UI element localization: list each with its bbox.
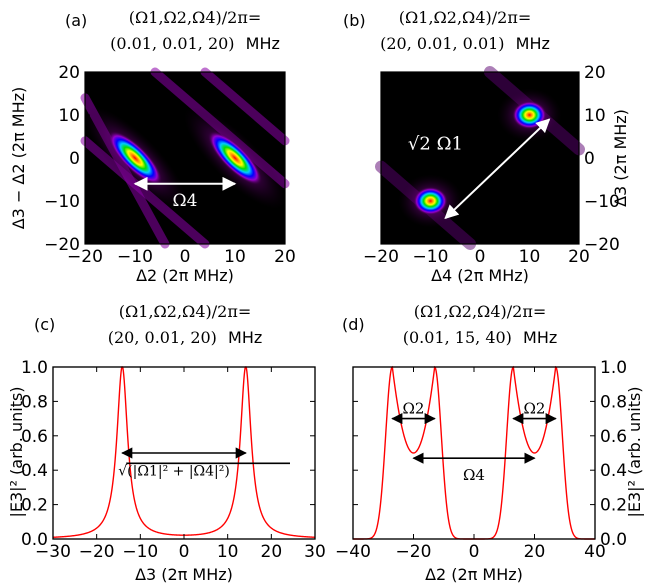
panel-c-xtick-label: 20 [261, 542, 283, 562]
panel-c-ytick-label: 0.2 [21, 496, 48, 516]
panel-a-tag: (a) [65, 11, 87, 30]
panel-a: (a) (Ω1,Ω2,Ω4)/2π= (0.01, 0.01, 20) MHz … [9, 8, 296, 285]
panel-b-title-line1: (Ω1,Ω2,Ω4)/2π= [399, 8, 531, 27]
panel-a-ytick-label: 10 [58, 106, 80, 126]
panel-d-omega2-left-label: Ω2 [403, 400, 425, 418]
panel-d-ytick-label: 0.8 [600, 392, 627, 412]
panel-b-sqrt2-omega1-arrow [444, 118, 551, 220]
panel-d-plot-area [352, 366, 596, 540]
panel-d-annotations: Ω2 Ω2 Ω4 [391, 400, 557, 484]
panel-d-ytick-label: 0.4 [600, 461, 627, 481]
panel-d-xtick-label: −40 [335, 542, 371, 562]
panel-a-peak [108, 131, 162, 185]
panel-c-xtick-label: −20 [79, 542, 115, 562]
panel-a-xtick-label: 10 [224, 247, 246, 267]
panel-b-peak [413, 187, 448, 215]
panel-c-title-unit: MHz [228, 328, 262, 347]
panel-a-ylabel: Δ3 − Δ2 (2π MHz) [9, 87, 28, 230]
panel-b-title-values: (20, 0.01, 0.01) [380, 34, 504, 53]
panel-c-splitting-label: √(|Ω1|² + |Ω4|²) [118, 463, 230, 479]
panel-d-title-unit: MHz [523, 328, 557, 347]
panel-c: (c) (Ω1,Ω2,Ω4)/2π= (20, 0.01, 20) MHz √(… [7, 302, 326, 584]
panel-d-xlabel: Δ2 (2π MHz) [425, 565, 523, 584]
panel-a-title-values: (0.01, 0.01, 20) [110, 34, 234, 53]
panel-d-xtick-label: 40 [584, 542, 606, 562]
panel-d-omega2-right-label: Ω2 [524, 400, 546, 418]
panel-c-title-line1: (Ω1,Ω2,Ω4)/2π= [119, 302, 251, 321]
panel-a-ytick-label: −20 [44, 235, 80, 255]
panel-c-ytick-label: 1.0 [21, 358, 48, 378]
panel-a-title-unit: MHz [246, 34, 280, 53]
panel-d-axes: −40 −20 0 20 400.0 0.2 0.4 0.6 0.8 1.0 [335, 358, 627, 562]
panel-c-ytick-label: 0.4 [21, 461, 48, 481]
panel-c-ylabel: |E3|² (arb. units) [7, 386, 26, 517]
panel-c-xtick-label: −30 [35, 542, 71, 562]
panel-b-xtick-label: 10 [519, 247, 541, 267]
panel-d-title-line2: (0.01, 15, 40) MHz [403, 328, 558, 347]
panel-a-ytick-label: 20 [58, 63, 80, 83]
panel-b-xtick-label: 0 [475, 247, 486, 267]
panel-a-xtick-label: −20 [67, 247, 103, 267]
panel-a-peak [208, 131, 262, 185]
panel-d-xtick-label: 20 [524, 542, 546, 562]
panel-b-ytick-label: 10 [584, 106, 606, 126]
panel-b-title-unit: MHz [516, 34, 550, 53]
panel-a-ytick-label: 0 [69, 149, 80, 169]
panel-c-tag: (c) [34, 315, 55, 334]
panel-a-xtick-label: −10 [117, 247, 153, 267]
panel-c-xtick-label: 30 [304, 542, 326, 562]
panel-b-ytick-label: −20 [584, 235, 620, 255]
panel-c-title-line2: (20, 0.01, 20) MHz [108, 328, 263, 347]
panel-b-peak [512, 101, 547, 129]
panel-b-xlabel: Δ4 (2π MHz) [431, 266, 529, 285]
panel-b-ytick-label: 0 [584, 149, 595, 169]
panel-b-xtick-label: −20 [363, 247, 399, 267]
panel-a-xtick-label: 20 [274, 247, 296, 267]
panel-a-ytick-label: −10 [44, 192, 80, 212]
panel-b-title-line2: (20, 0.01, 0.01) MHz [380, 34, 550, 53]
panel-d-xtick-label: −20 [396, 542, 432, 562]
panel-d-ylabel: |E3|² (arb. units) [625, 386, 644, 517]
panel-b-tag: (b) [343, 11, 366, 30]
panel-d-ytick-label: 1.0 [600, 358, 627, 378]
panel-a-ridge [200, 67, 290, 146]
panel-d-omega4-label: Ω4 [463, 466, 485, 484]
panel-a-xlabel: Δ2 (2π MHz) [136, 266, 234, 285]
panel-c-ytick-label: 0.6 [21, 427, 48, 447]
panel-b-ytick-label: 20 [584, 63, 606, 83]
panel-d-title-values: (0.01, 15, 40) [403, 328, 512, 347]
panel-c-xtick-label: 10 [217, 542, 239, 562]
panel-a-xtick-label: 0 [180, 247, 191, 267]
panel-c-xtick-label: 0 [179, 542, 190, 562]
panel-b-sqrt2-omega1-label: √2 Ω1 [408, 133, 463, 154]
panel-c-xtick-label: −10 [122, 542, 158, 562]
panel-c-ytick-label: 0.8 [21, 392, 48, 412]
panel-a-title-line1: (Ω1,Ω2,Ω4)/2π= [129, 8, 261, 27]
panel-b: (b) (Ω1,Ω2,Ω4)/2π= (20, 0.01, 0.01) MHz … [343, 8, 630, 285]
panel-c-axes: −30 −20 −10 0 10 20 30 0.0 0.2 0.4 0.6 0.8 1.0 [21, 358, 326, 562]
panel-d-ytick-label: 0.2 [600, 496, 627, 516]
panel-d: (d) (Ω1,Ω2,Ω4)/2π= (0.01, 15, 40) MHz Ω2… [335, 302, 644, 584]
panel-d-tag: (d) [342, 315, 365, 334]
panel-d-ytick-label: 0.0 [600, 530, 627, 550]
panel-b-ylabel: Δ3 (2π MHz) [611, 109, 630, 207]
panel-b-ytick-label: −10 [584, 192, 620, 212]
panel-d-xtick-label: 0 [469, 542, 480, 562]
panel-a-title-line2: (0.01, 0.01, 20) MHz [110, 34, 280, 53]
panel-b-xtick-label: −10 [413, 247, 449, 267]
panel-a-axes: −20 −10 0 10 20 −20 −10 0 10 20 [44, 63, 296, 267]
panel-b-xtick-label: 20 [568, 247, 590, 267]
panel-c-ytick-label: 0.0 [21, 530, 48, 550]
panel-d-ytick-label: 0.6 [600, 427, 627, 447]
panel-a-omega4-label: Ω4 [173, 191, 198, 211]
panel-c-title-values: (20, 0.01, 20) [108, 328, 217, 347]
panel-d-title-line1: (Ω1,Ω2,Ω4)/2π= [414, 302, 546, 321]
panel-c-xlabel: Δ3 (2π MHz) [135, 565, 233, 584]
